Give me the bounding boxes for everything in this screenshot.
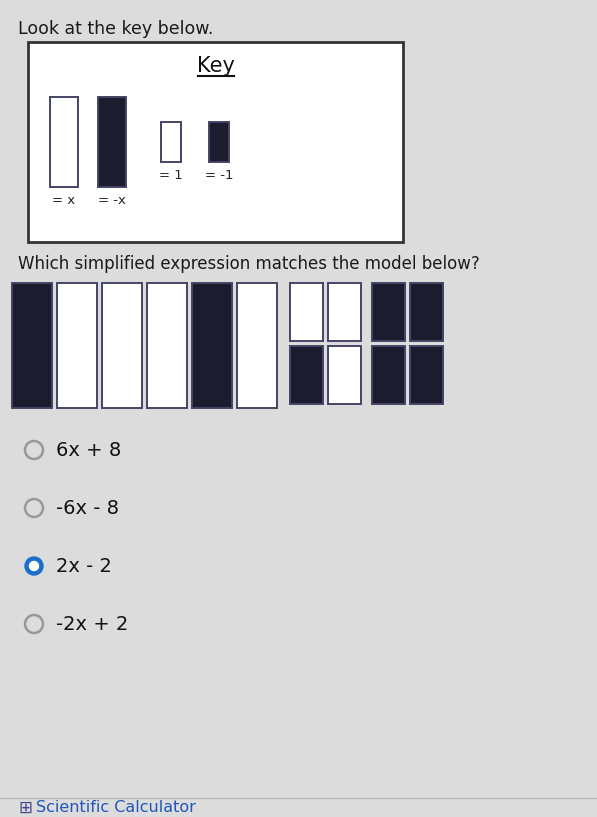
Bar (290, 283, 323, 341)
Bar (192, 283, 232, 408)
Circle shape (25, 557, 43, 575)
Text: 2x - 2: 2x - 2 (56, 556, 112, 575)
Text: Look at the key below.: Look at the key below. (18, 20, 213, 38)
Text: Key: Key (196, 56, 235, 76)
Bar (50, 97, 78, 187)
Text: Scientific Calculator: Scientific Calculator (36, 801, 196, 815)
Text: = -1: = -1 (205, 169, 233, 182)
Text: -6x - 8: -6x - 8 (56, 498, 119, 517)
Text: -2x + 2: -2x + 2 (56, 614, 128, 633)
Bar (102, 283, 142, 408)
Bar (209, 122, 229, 162)
Bar (290, 346, 323, 404)
Bar (410, 346, 443, 404)
Bar (98, 97, 126, 187)
Bar (410, 283, 443, 341)
Bar (161, 122, 181, 162)
Bar (372, 346, 405, 404)
Bar (12, 283, 52, 408)
Bar (28, 42, 403, 242)
Text: = x: = x (53, 194, 76, 207)
Text: 6x + 8: 6x + 8 (56, 440, 121, 459)
Bar (147, 283, 187, 408)
Text: Which simplified expression matches the model below?: Which simplified expression matches the … (18, 255, 480, 273)
Bar (57, 283, 97, 408)
Bar (328, 283, 361, 341)
Bar (328, 346, 361, 404)
Text: = -x: = -x (98, 194, 126, 207)
Text: ⊞: ⊞ (18, 799, 32, 817)
Circle shape (29, 561, 38, 570)
Bar (237, 283, 277, 408)
Text: = 1: = 1 (159, 169, 183, 182)
Bar (372, 283, 405, 341)
